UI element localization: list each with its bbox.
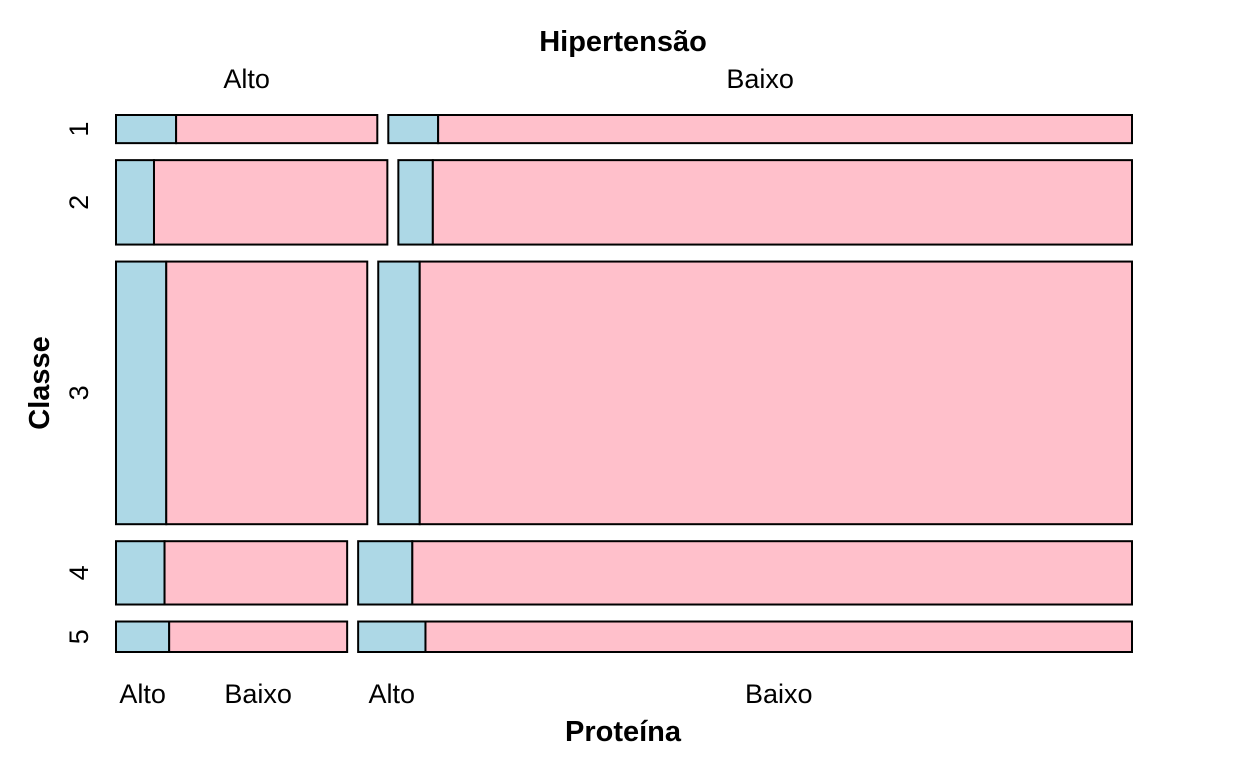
cell-classe3-hipertensao-alto-proteina-baixo (165, 260, 369, 526)
cell-classe1-hipertensao-alto-proteina-alto (115, 114, 178, 145)
cell-classe2-hipertensao-alto-proteina-alto (115, 159, 155, 246)
cell-classe1-hipertensao-baixo-proteina-alto (387, 114, 440, 145)
cell-classe1-hipertensao-alto-proteina-baixo (175, 114, 379, 145)
row-label-classe-5: 5 (64, 629, 94, 644)
cell-classe1-hipertensao-baixo-proteina-baixo (437, 114, 1133, 145)
cell-classe3-hipertensao-alto-proteina-alto (115, 260, 168, 526)
chart-title: Hipertensão (539, 26, 707, 58)
row-label-classe-1: 1 (64, 122, 94, 137)
cell-classe5-hipertensao-alto-proteina-alto (115, 620, 171, 654)
cell-classe2-hipertensao-baixo-proteina-alto (397, 159, 434, 246)
row-label-classe-2: 2 (64, 195, 94, 210)
bottom-label-0: Alto (119, 679, 166, 709)
cell-classe2-hipertensao-alto-proteina-baixo (152, 159, 389, 246)
bottom-label-1: Baixo (224, 679, 292, 709)
bottom-label-2: Alto (369, 679, 416, 709)
top-label-baixo: Baixo (726, 64, 794, 94)
cell-classe4-hipertensao-baixo-proteina-alto (357, 540, 414, 606)
mosaic-cells (115, 114, 1133, 654)
top-label-alto: Alto (223, 64, 270, 94)
row-label-classe-3: 3 (64, 385, 94, 400)
cell-classe5-hipertensao-alto-proteina-baixo (168, 620, 349, 654)
tick-labels: 1 2 3 4 5 Alto Baixo Alto Baixo Alto Baixo (64, 64, 813, 709)
row-label-classe-4: 4 (64, 565, 94, 580)
cell-classe5-hipertensao-baixo-proteina-baixo (424, 620, 1133, 654)
x-axis-label: Proteína (565, 716, 682, 748)
cell-classe3-hipertensao-baixo-proteina-alto (377, 260, 421, 526)
cell-classe5-hipertensao-baixo-proteina-alto (357, 620, 427, 654)
cell-classe4-hipertensao-alto-proteina-baixo (163, 540, 349, 606)
cell-classe3-hipertensao-baixo-proteina-baixo (418, 260, 1133, 526)
cell-classe2-hipertensao-baixo-proteina-baixo (431, 159, 1133, 246)
cell-classe4-hipertensao-baixo-proteina-baixo (411, 540, 1133, 606)
cell-classe4-hipertensao-alto-proteina-alto (115, 540, 166, 606)
bottom-label-3: Baixo (745, 679, 813, 709)
y-axis-label: Classe (24, 336, 56, 430)
